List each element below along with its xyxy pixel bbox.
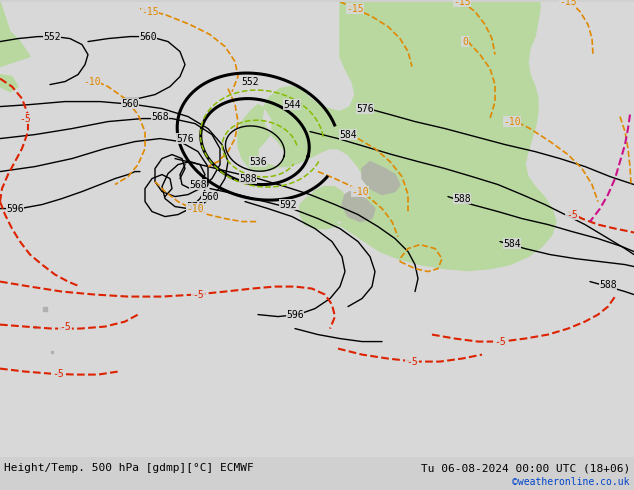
Text: -15: -15 (346, 3, 364, 14)
Text: 544: 544 (283, 99, 301, 110)
Text: -5: -5 (192, 290, 204, 299)
Text: -5: -5 (566, 210, 578, 220)
Text: -5: -5 (494, 337, 506, 346)
Text: 584: 584 (503, 239, 521, 248)
Polygon shape (0, 74, 18, 92)
Polygon shape (0, 1, 30, 67)
Polygon shape (238, 1, 556, 270)
Text: 552: 552 (43, 31, 61, 42)
Text: -5: -5 (59, 321, 71, 332)
Text: 584: 584 (339, 129, 357, 140)
Text: 0: 0 (462, 37, 468, 47)
Text: -10: -10 (351, 187, 369, 196)
Text: -5: -5 (19, 114, 31, 123)
Polygon shape (430, 1, 530, 65)
Text: -10: -10 (186, 203, 204, 214)
Text: 552: 552 (241, 76, 259, 87)
Text: 536: 536 (249, 157, 267, 167)
Text: 560: 560 (139, 31, 157, 42)
Polygon shape (342, 192, 375, 221)
Text: -15: -15 (453, 0, 471, 6)
Text: 588: 588 (239, 173, 257, 184)
Text: 576: 576 (186, 201, 204, 212)
Text: 560: 560 (121, 98, 139, 109)
Text: -10: -10 (503, 117, 521, 126)
Text: ©weatheronline.co.uk: ©weatheronline.co.uk (512, 477, 630, 487)
Polygon shape (362, 162, 400, 195)
Text: -15: -15 (141, 6, 158, 17)
Text: -5: -5 (52, 368, 64, 379)
Text: 568: 568 (189, 179, 207, 190)
Text: 568: 568 (151, 112, 169, 122)
Text: 576: 576 (176, 134, 194, 144)
Text: 588: 588 (599, 280, 617, 290)
Text: 596: 596 (286, 310, 304, 319)
Text: Tu 06-08-2024 00:00 UTC (18+06): Tu 06-08-2024 00:00 UTC (18+06) (421, 463, 630, 473)
Text: 576: 576 (356, 103, 374, 114)
Text: 592: 592 (279, 199, 297, 210)
Text: 560: 560 (201, 192, 219, 201)
Text: -10: -10 (83, 76, 101, 87)
Text: Height/Temp. 500 hPa [gdmp][°C] ECMWF: Height/Temp. 500 hPa [gdmp][°C] ECMWF (4, 463, 254, 473)
Text: -5: -5 (406, 357, 418, 367)
Text: 596: 596 (6, 203, 24, 214)
Text: -15: -15 (559, 0, 577, 6)
Text: 588: 588 (453, 194, 471, 203)
